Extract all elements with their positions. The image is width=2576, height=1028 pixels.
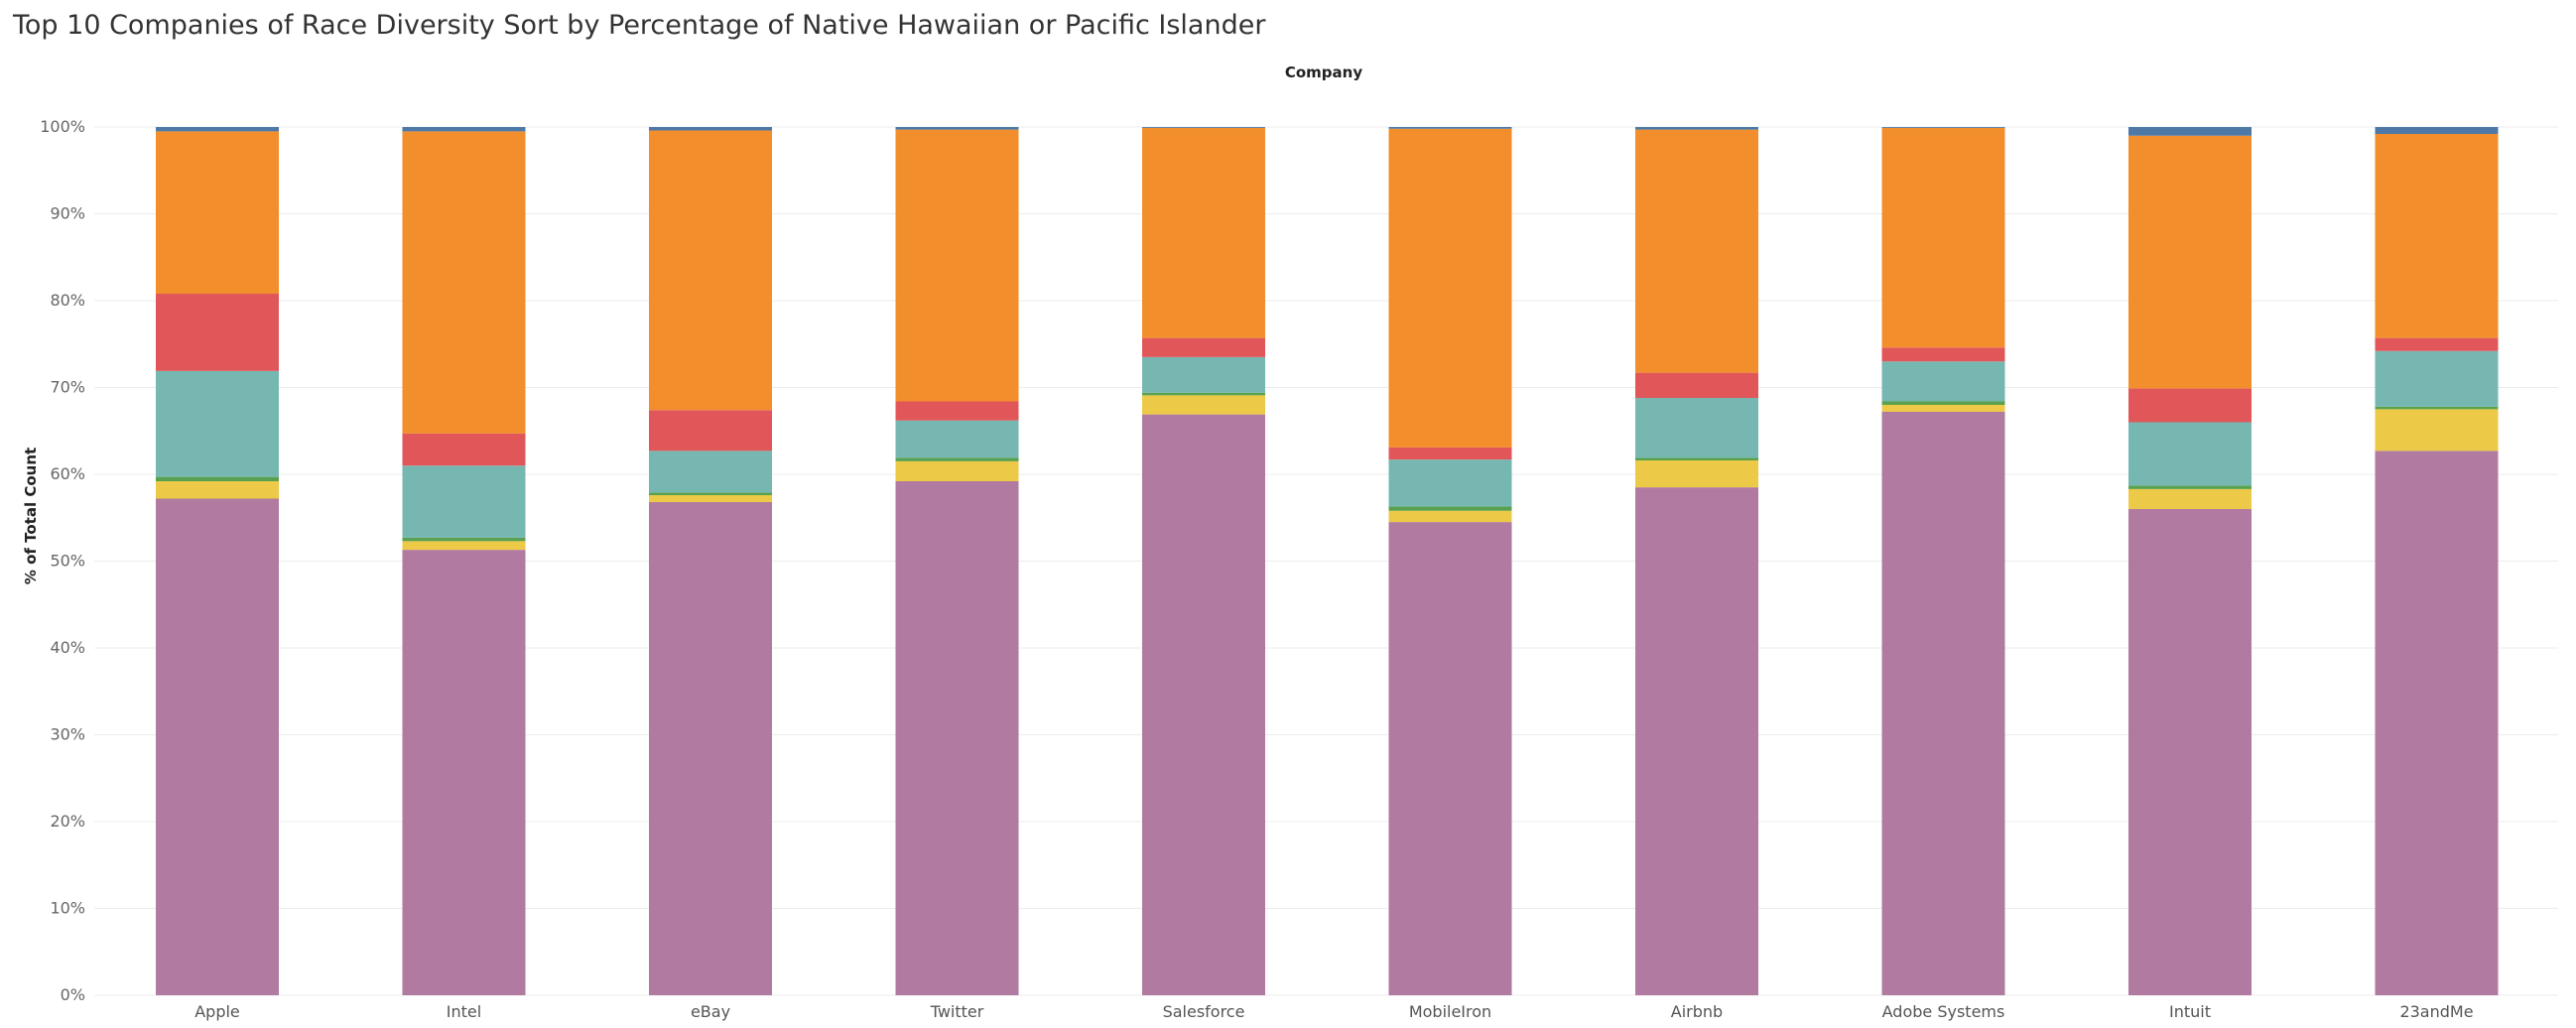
bar-segment xyxy=(2375,350,2499,407)
bar-segment xyxy=(1388,522,1512,995)
bar-segment xyxy=(1388,506,1512,511)
y-tick-label: 90% xyxy=(50,204,85,223)
bar-segment xyxy=(1388,127,1512,129)
bar-segment xyxy=(895,420,1019,458)
bar-segment xyxy=(156,498,279,995)
y-tick-label: 70% xyxy=(50,378,85,397)
bar-segment xyxy=(156,370,279,477)
y-tick-label: 10% xyxy=(50,899,85,918)
bar-segment xyxy=(649,502,772,995)
bar-segment xyxy=(649,495,772,502)
bar-segment xyxy=(402,550,526,995)
y-tick-label: 50% xyxy=(50,552,85,571)
bar-segment xyxy=(1142,356,1265,393)
bar-segment xyxy=(895,127,1019,130)
bar-segment xyxy=(649,410,772,451)
bar-segment xyxy=(1635,487,1758,995)
bar-segment xyxy=(1881,127,2005,348)
y-tick-label: 0% xyxy=(61,985,85,1004)
bar-segment xyxy=(1388,128,1512,448)
bar-segment xyxy=(1881,347,2005,362)
column-header: Company xyxy=(1285,64,1362,81)
y-axis-title: % of Total Count xyxy=(22,448,40,584)
bar-segment xyxy=(156,127,279,132)
bar-segment xyxy=(156,476,279,481)
x-tick-label: eBay xyxy=(691,1002,730,1021)
bar-segment xyxy=(1635,457,1758,460)
x-tick-label: MobileIron xyxy=(1409,1002,1491,1021)
y-tick-label: 100% xyxy=(40,117,85,136)
bar-segment xyxy=(156,294,279,371)
x-tick-label: Twitter xyxy=(930,1002,984,1021)
bar-segment xyxy=(1881,401,2005,405)
bar-segment xyxy=(1635,129,1758,373)
bar-segment xyxy=(402,465,526,538)
y-tick-label: 40% xyxy=(50,638,85,657)
bar-segment xyxy=(1388,447,1512,460)
x-tick-label: Airbnb xyxy=(1671,1002,1723,1021)
bar-segment xyxy=(2128,488,2252,509)
bar-segment xyxy=(2375,337,2499,351)
bar-segment xyxy=(895,481,1019,995)
bar-segment xyxy=(1142,127,1265,338)
bar-segment xyxy=(649,130,772,411)
bar-segment xyxy=(402,127,526,132)
x-tick-label: Intel xyxy=(447,1002,481,1021)
bar-segment xyxy=(1142,395,1265,415)
bar-segment xyxy=(2375,134,2499,338)
y-tick-label: 20% xyxy=(50,812,85,831)
bar-segment xyxy=(2375,409,2499,451)
y-axis-ticks: 0% 10% 20% 30% 40% 50% 60% 70% 80% 90% 100% xyxy=(40,117,85,1004)
bar-segment xyxy=(402,541,526,551)
bar-segment xyxy=(1142,127,1265,128)
bar-segment xyxy=(1388,459,1512,507)
x-axis-labels: Apple Intel eBay Twitter Salesforce MobileIro… xyxy=(194,1002,2473,1021)
bar-segment xyxy=(1142,337,1265,357)
bar-segment xyxy=(895,401,1019,421)
bar-segment xyxy=(649,492,772,495)
bar-segment xyxy=(1635,372,1758,398)
bars xyxy=(156,127,2499,995)
bar-segment xyxy=(402,131,526,434)
bar-segment xyxy=(2128,127,2252,136)
x-tick-label: Apple xyxy=(194,1002,240,1021)
bar-segment xyxy=(1881,405,2005,412)
x-tick-label: Intuit xyxy=(2169,1002,2211,1021)
bar-segment xyxy=(156,131,279,294)
bar-segment xyxy=(1635,398,1758,458)
chart-title: Top 10 Companies of Race Diversity Sort … xyxy=(13,10,1266,41)
bar-segment xyxy=(2128,135,2252,389)
bar-segment xyxy=(2375,406,2499,410)
bar-segment xyxy=(2128,509,2252,995)
bar-segment xyxy=(895,129,1019,402)
bar-segment xyxy=(2128,422,2252,486)
bar-segment xyxy=(402,433,526,466)
bar-segment xyxy=(1635,127,1758,130)
bar-segment xyxy=(2375,127,2499,134)
bar-segment xyxy=(1142,414,1265,995)
bar-segment xyxy=(2128,485,2252,489)
bar-segment xyxy=(156,481,279,499)
bar-segment xyxy=(895,457,1019,461)
y-tick-label: 60% xyxy=(50,464,85,483)
bar-segment xyxy=(649,450,772,493)
bar-segment xyxy=(1881,361,2005,402)
bar-segment xyxy=(1142,392,1265,396)
bar-segment xyxy=(2128,388,2252,423)
bar-segment xyxy=(1388,510,1512,523)
bar-segment xyxy=(1881,127,2005,128)
x-tick-label: Adobe Systems xyxy=(1882,1002,2005,1021)
bar-segment xyxy=(649,127,772,131)
y-tick-label: 80% xyxy=(50,291,85,310)
x-tick-label: 23andMe xyxy=(2399,1002,2473,1021)
bar-segment xyxy=(2375,450,2499,995)
bar-segment xyxy=(895,460,1019,481)
bar-segment xyxy=(1881,412,2005,995)
bar-segment xyxy=(1635,460,1758,488)
x-tick-label: Salesforce xyxy=(1163,1002,1245,1021)
y-tick-label: 30% xyxy=(50,725,85,744)
bar-segment xyxy=(402,537,526,542)
